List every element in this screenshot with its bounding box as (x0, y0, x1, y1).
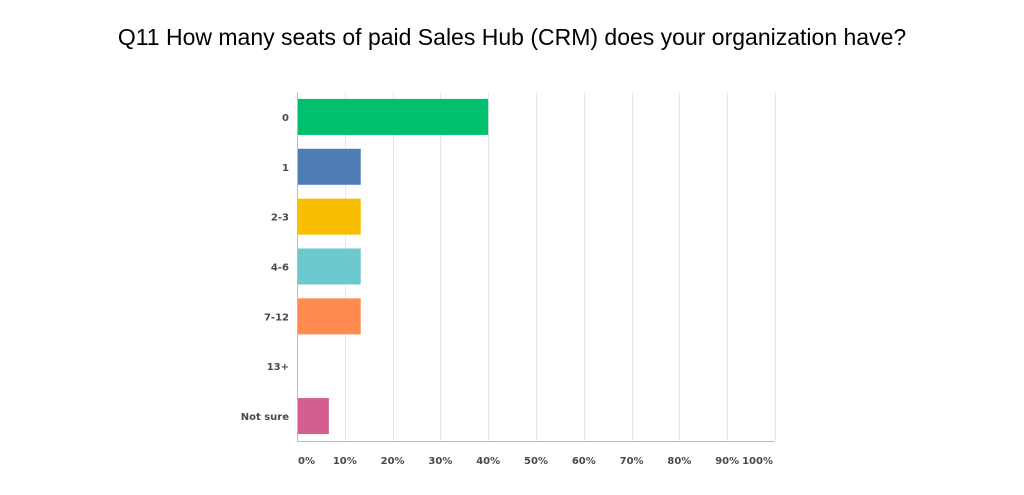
bar-1 (298, 148, 361, 185)
bar-4-6 (298, 248, 361, 285)
bar-not-sure (298, 398, 329, 435)
x-tick-label: 40% (476, 456, 500, 467)
category-label: 0 (282, 113, 289, 124)
x-tick-label: 100% (742, 456, 773, 467)
axes (297, 92, 775, 442)
x-tick-label: 60% (572, 456, 596, 467)
bar-7-12 (298, 298, 361, 335)
x-tick-label: 0% (298, 456, 315, 467)
x-tick-label: 30% (428, 456, 452, 467)
category-label: Not sure (241, 412, 290, 423)
x-tick-label: 80% (667, 456, 691, 467)
x-tick-label: 10% (333, 456, 357, 467)
category-label: 4-6 (271, 263, 289, 274)
tick-labels: 0% 10% 20% 30% 40% 50% 60% 70% 80% 90% 100% (298, 456, 773, 467)
x-tick-label: 90% (715, 456, 739, 467)
chart-title: Q11 How many seats of paid Sales Hub (CR… (117, 24, 907, 50)
category-labels: 0 1 2-3 4-6 7-12 13+ Not sure (241, 113, 290, 423)
category-label: 1 (282, 163, 289, 174)
bar-0 (298, 98, 489, 135)
bar-2-3 (298, 198, 361, 235)
bars (298, 98, 489, 435)
x-tick-label: 70% (620, 456, 644, 467)
x-tick-label: 20% (381, 456, 405, 467)
category-label: 2-3 (271, 213, 289, 224)
gridlines (345, 92, 776, 441)
category-label: 7-12 (264, 312, 289, 323)
x-tick-label: 50% (524, 456, 548, 467)
category-label: 13+ (267, 362, 289, 373)
